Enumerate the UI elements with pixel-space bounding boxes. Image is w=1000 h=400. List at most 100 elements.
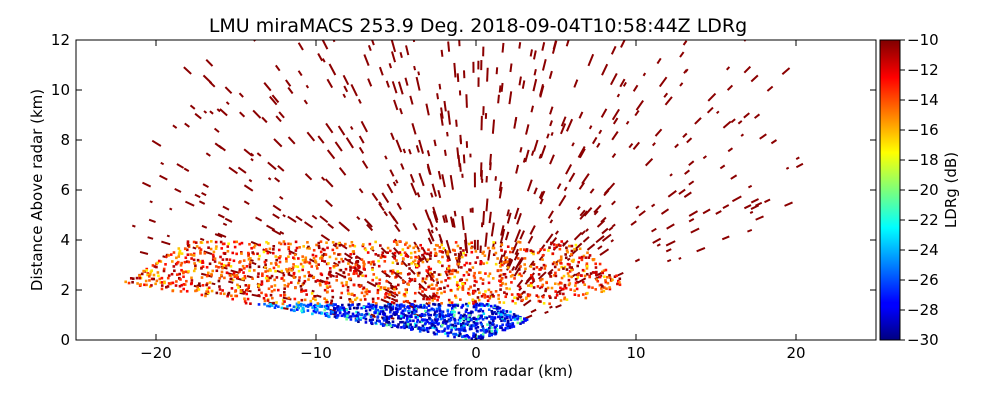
ldr-cell <box>421 260 425 264</box>
noise-streak <box>324 178 334 188</box>
ldr-cell <box>453 325 456 328</box>
noise-streak <box>781 67 791 75</box>
noise-streak <box>667 190 677 198</box>
ldr-cell <box>460 255 464 259</box>
ldr-cell <box>355 314 359 317</box>
colorbar-tick-label: −26 <box>907 271 939 289</box>
ldr-cell <box>436 244 440 247</box>
ldr-cell <box>232 273 236 276</box>
ldr-cell <box>454 241 458 244</box>
ldr-cell <box>602 269 606 272</box>
ldr-cell <box>344 242 347 246</box>
ldr-cell <box>577 260 580 264</box>
ldr-cell <box>367 305 371 309</box>
ldr-cell <box>452 332 455 336</box>
ldr-cell <box>505 310 509 313</box>
ldr-cell <box>474 317 478 321</box>
ldr-cell <box>299 304 303 308</box>
ldr-cell <box>393 291 397 295</box>
ldr-cell <box>320 273 324 277</box>
ldr-cell <box>275 301 278 304</box>
ldr-cell <box>376 291 380 295</box>
ldr-cell <box>346 289 350 292</box>
ldr-cell <box>586 291 589 295</box>
ldr-cell <box>342 306 345 310</box>
ldr-cell <box>289 242 292 246</box>
noise-streak <box>508 91 513 105</box>
noise-streak <box>606 182 616 192</box>
ldr-cell <box>541 258 544 261</box>
ldr-cell <box>378 320 381 323</box>
noise-streak <box>513 118 518 129</box>
ldr-cell <box>349 298 353 302</box>
ldr-cell <box>241 264 245 268</box>
ldr-cell <box>331 289 334 293</box>
ldr-cell <box>482 262 485 265</box>
noise-streak <box>682 132 688 138</box>
ldr-cell <box>263 266 267 269</box>
noise-streak <box>696 247 706 253</box>
ldr-cell <box>382 323 386 327</box>
ldr-cell <box>421 277 425 280</box>
noise-streak <box>321 40 329 50</box>
ldr-cell <box>267 287 271 291</box>
noise-streak <box>358 135 365 144</box>
ldr-cell <box>348 244 352 248</box>
ldr-cell <box>257 284 261 288</box>
noise-streak <box>199 237 205 242</box>
ldr-cell <box>471 298 475 302</box>
noise-streak <box>350 83 358 97</box>
ldr-cell <box>441 313 444 317</box>
ldr-cell <box>575 287 579 291</box>
ldr-cell <box>448 276 452 280</box>
noise-streak <box>730 118 736 124</box>
noise-streak <box>389 169 395 177</box>
ldr-cell <box>544 289 547 293</box>
ldr-cell <box>550 286 554 290</box>
ldr-cell <box>334 242 338 246</box>
ldr-cell <box>549 296 552 300</box>
ldr-cell <box>417 260 420 263</box>
ldr-cell <box>594 266 598 269</box>
ldr-cell <box>491 293 494 297</box>
ldr-cell <box>430 307 434 311</box>
ldr-cell <box>320 256 324 260</box>
ldr-cell <box>498 274 502 278</box>
ldr-cell <box>436 298 439 302</box>
ldr-cell <box>295 308 299 311</box>
ldr-cell <box>501 328 505 332</box>
ldr-cell <box>458 279 462 282</box>
ldr-cell <box>412 319 415 323</box>
ldr-cell <box>470 327 473 331</box>
ldr-cell <box>510 281 513 284</box>
ldr-cell <box>382 312 386 315</box>
ldr-cell <box>371 300 375 304</box>
noise-streak <box>522 269 527 275</box>
noise-streak <box>263 82 272 92</box>
ldr-cell <box>460 328 464 332</box>
ldr-cell <box>424 322 427 326</box>
ldr-cell <box>537 273 541 276</box>
ldr-cell <box>406 255 410 258</box>
ldr-cell <box>500 319 503 323</box>
noise-streak <box>577 277 587 284</box>
ldr-cell <box>480 294 484 298</box>
ldr-cell <box>243 276 247 280</box>
noise-streak <box>583 207 593 217</box>
ldr-cell <box>492 295 495 298</box>
ldr-cell <box>420 246 424 250</box>
ldr-cell <box>215 291 219 295</box>
ldr-cell <box>438 261 442 264</box>
noise-streak <box>203 250 213 256</box>
ldr-cell <box>416 256 420 259</box>
ldr-cell <box>194 241 198 244</box>
ldr-cell <box>385 291 388 295</box>
ldr-cell <box>279 294 283 297</box>
ldr-cell <box>218 285 221 288</box>
ldr-cell <box>354 263 358 267</box>
ldr-cell <box>519 316 522 320</box>
ldr-cell <box>231 297 235 301</box>
ldr-cell <box>488 315 491 318</box>
noise-streak <box>218 144 226 152</box>
